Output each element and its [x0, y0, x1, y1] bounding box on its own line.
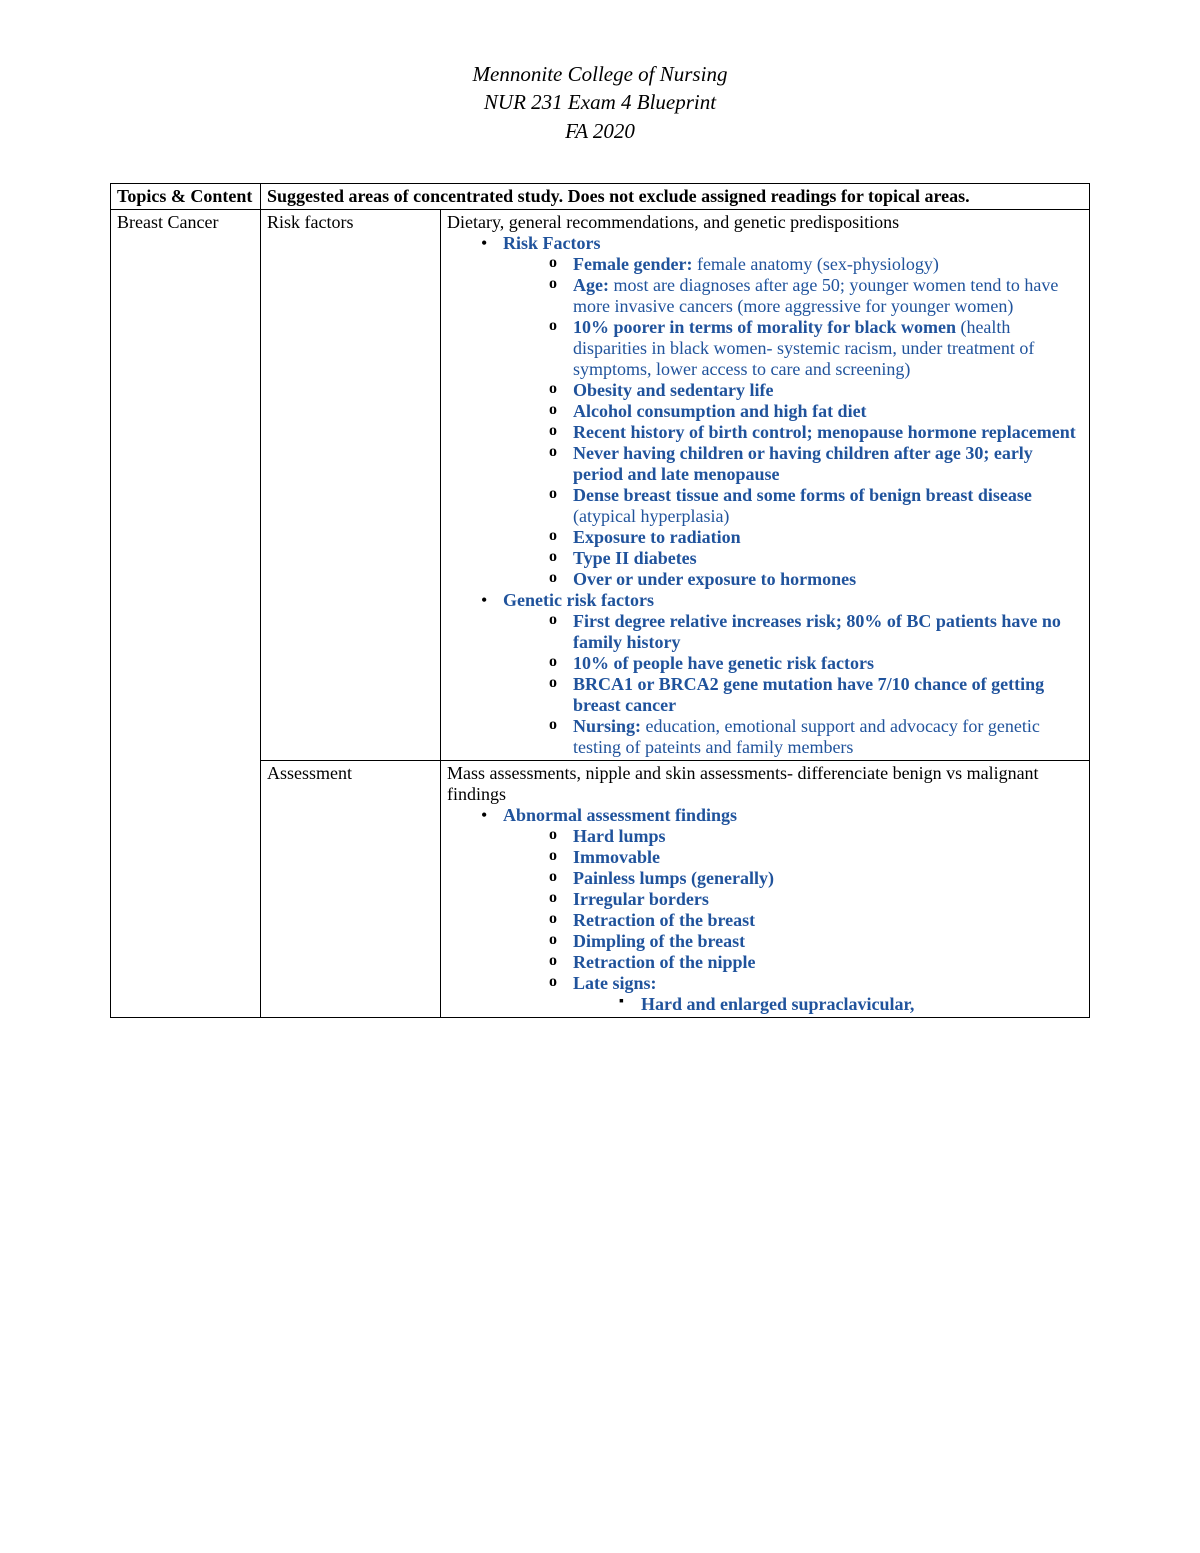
- sub-item: Dense breast tissue and some forms of be…: [549, 485, 1083, 527]
- topic-cell: Breast Cancer: [111, 210, 261, 1018]
- sub-item: Type II diabetes: [549, 548, 1083, 569]
- sub-item: Exposure to radiation: [549, 527, 1083, 548]
- sub-item: Nursing: education, emotional support an…: [549, 716, 1083, 758]
- area-cell: Risk factors: [261, 210, 441, 761]
- bullet-list: Abnormal assessment findings Hard lumps …: [447, 805, 1083, 1015]
- bullet-label: Abnormal assessment findings: [503, 805, 737, 825]
- area-cell: Assessment: [261, 761, 441, 1018]
- sub-item: Retraction of the nipple: [549, 952, 1083, 973]
- intro-text: Dietary, general recommendations, and ge…: [447, 212, 1083, 233]
- sub-item: Dimpling of the breast: [549, 931, 1083, 952]
- sub-item: Over or under exposure to hormones: [549, 569, 1083, 590]
- notes-cell: Mass assessments, nipple and skin assess…: [441, 761, 1090, 1018]
- sub-item: Age: most are diagnoses after age 50; yo…: [549, 275, 1083, 317]
- blueprint-table: Topics & Content Suggested areas of conc…: [110, 183, 1090, 1018]
- sub-item: First degree relative increases risk; 80…: [549, 611, 1083, 653]
- header-topics: Topics & Content: [111, 184, 261, 210]
- header-suggested: Suggested areas of concentrated study. D…: [261, 184, 1090, 210]
- sub-sub-list: Hard and enlarged supraclavicular,: [573, 994, 1083, 1015]
- sub-item: Recent history of birth control; menopau…: [549, 422, 1083, 443]
- sub-item: Painless lumps (generally): [549, 868, 1083, 889]
- sub-item: 10% poorer in terms of morality for blac…: [549, 317, 1083, 380]
- sub-sub-item: Hard and enlarged supraclavicular,: [619, 994, 1083, 1015]
- document-page: Mennonite College of Nursing NUR 231 Exa…: [0, 0, 1200, 1553]
- sub-item: Late signs: Hard and enlarged supraclavi…: [549, 973, 1083, 1015]
- bullet-label: Genetic risk factors: [503, 590, 654, 610]
- header-line-2: NUR 231 Exam 4 Blueprint: [110, 88, 1090, 116]
- sub-item: Retraction of the breast: [549, 910, 1083, 931]
- document-header: Mennonite College of Nursing NUR 231 Exa…: [110, 60, 1090, 145]
- bullet-list: Risk Factors Female gender: female anato…: [447, 233, 1083, 758]
- intro-text: Mass assessments, nipple and skin assess…: [447, 763, 1083, 805]
- sub-list: First degree relative increases risk; 80…: [503, 611, 1083, 758]
- sub-list: Female gender: female anatomy (sex-physi…: [503, 254, 1083, 590]
- header-line-3: FA 2020: [110, 117, 1090, 145]
- bullet-item: Genetic risk factors First degree relati…: [481, 590, 1083, 758]
- sub-item: Female gender: female anatomy (sex-physi…: [549, 254, 1083, 275]
- sub-list: Hard lumps Immovable Painless lumps (gen…: [503, 826, 1083, 1015]
- sub-item: BRCA1 or BRCA2 gene mutation have 7/10 c…: [549, 674, 1083, 716]
- sub-item: Immovable: [549, 847, 1083, 868]
- sub-item: Obesity and sedentary life: [549, 380, 1083, 401]
- bullet-item: Risk Factors Female gender: female anato…: [481, 233, 1083, 590]
- sub-item: 10% of people have genetic risk factors: [549, 653, 1083, 674]
- sub-item: Alcohol consumption and high fat diet: [549, 401, 1083, 422]
- table-row: Breast Cancer Risk factors Dietary, gene…: [111, 210, 1090, 761]
- bullet-item: Abnormal assessment findings Hard lumps …: [481, 805, 1083, 1015]
- sub-item: Never having children or having children…: [549, 443, 1083, 485]
- sub-item: Irregular borders: [549, 889, 1083, 910]
- notes-cell: Dietary, general recommendations, and ge…: [441, 210, 1090, 761]
- table-header-row: Topics & Content Suggested areas of conc…: [111, 184, 1090, 210]
- bullet-label: Risk Factors: [503, 233, 601, 253]
- header-line-1: Mennonite College of Nursing: [110, 60, 1090, 88]
- sub-item: Hard lumps: [549, 826, 1083, 847]
